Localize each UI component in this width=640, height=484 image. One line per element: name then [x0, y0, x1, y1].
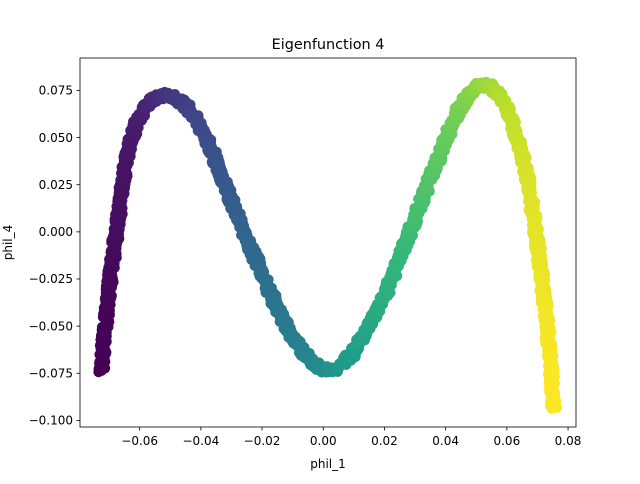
x-tick-label: 0.00 [310, 434, 337, 448]
scatter-points [93, 76, 562, 414]
axes-frame [79, 57, 577, 428]
x-tick-label: 0.08 [555, 434, 582, 448]
y-tick-label: 0.075 [39, 84, 73, 98]
chart-title: Eigenfunction 4 [272, 37, 385, 53]
x-tick-label: 0.04 [432, 434, 459, 448]
x-tick-label: 0.02 [371, 434, 398, 448]
x-axis-ticks: −0.06 −0.04 −0.02 0.00 0.02 0.04 0.06 0.08 [121, 427, 581, 448]
scatter-point [546, 403, 557, 414]
x-tick-label: −0.04 [182, 434, 219, 448]
x-tick-label: −0.02 [244, 434, 281, 448]
y-tick-label: −0.050 [29, 319, 73, 333]
y-tick-label: 0.050 [39, 131, 73, 145]
x-tick-label: 0.06 [493, 434, 520, 448]
x-tick-label: −0.06 [121, 434, 158, 448]
y-axis-label: phil_4 [1, 225, 15, 261]
y-tick-label: −0.075 [29, 366, 73, 380]
y-tick-label: −0.025 [29, 272, 73, 286]
y-tick-label: 0.000 [39, 225, 73, 239]
y-tick-label: −0.100 [29, 414, 73, 428]
x-axis-label: phil_1 [310, 457, 346, 471]
y-tick-label: 0.025 [39, 178, 73, 192]
y-axis-ticks: −0.100 −0.075 −0.050 −0.025 0.000 0.025 0.050 0… [29, 84, 80, 428]
